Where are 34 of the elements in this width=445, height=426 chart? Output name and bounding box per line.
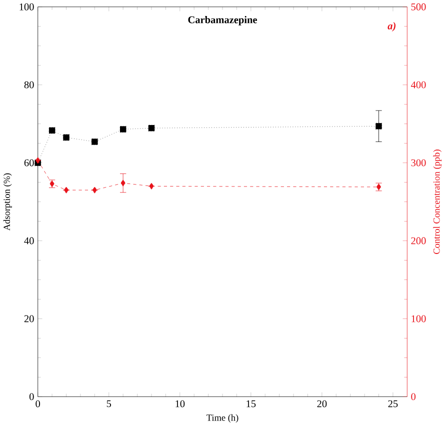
point [91, 138, 98, 146]
y-tick-label: 80 [24, 81, 34, 88]
x-axis-title: Time (h) [206, 414, 238, 423]
x-tick-label: 10 [176, 400, 185, 408]
y2-tick-label: 100 [412, 315, 426, 322]
y2-tick-label: 300 [411, 159, 426, 166]
x-tick-label: 5 [106, 400, 112, 408]
y-tick-label: 40 [24, 237, 34, 244]
y2-tick-label: 0 [411, 393, 416, 400]
y-tick-label: 60 [24, 159, 34, 166]
point [120, 180, 126, 186]
annotation: a) [388, 22, 396, 32]
point [64, 186, 69, 194]
y2-tick-label: 200 [411, 237, 426, 244]
point [62, 134, 70, 141]
point [375, 122, 382, 130]
y-tick-label: 0 [29, 393, 34, 400]
y2-axis-title: Control Concentration (ppb) [433, 150, 442, 254]
point [148, 124, 155, 132]
x-tick-label: 0 [36, 400, 40, 408]
text: Carbamazepine [188, 16, 258, 26]
x-tick-label: 20 [317, 400, 327, 408]
point [35, 157, 40, 164]
y-axis-title: Adsorption (%) [3, 173, 12, 231]
y2-tick-label: 400 [410, 81, 426, 88]
y2-tick-label: 500 [411, 3, 426, 10]
y-tick-label: 100 [20, 3, 34, 10]
y-tick-label: 20 [24, 315, 34, 322]
point [120, 126, 126, 133]
point [92, 186, 98, 194]
point [48, 127, 56, 134]
x-tick-label: 25 [388, 400, 398, 408]
point [148, 182, 154, 190]
x-tick-label: 15 [246, 400, 256, 408]
